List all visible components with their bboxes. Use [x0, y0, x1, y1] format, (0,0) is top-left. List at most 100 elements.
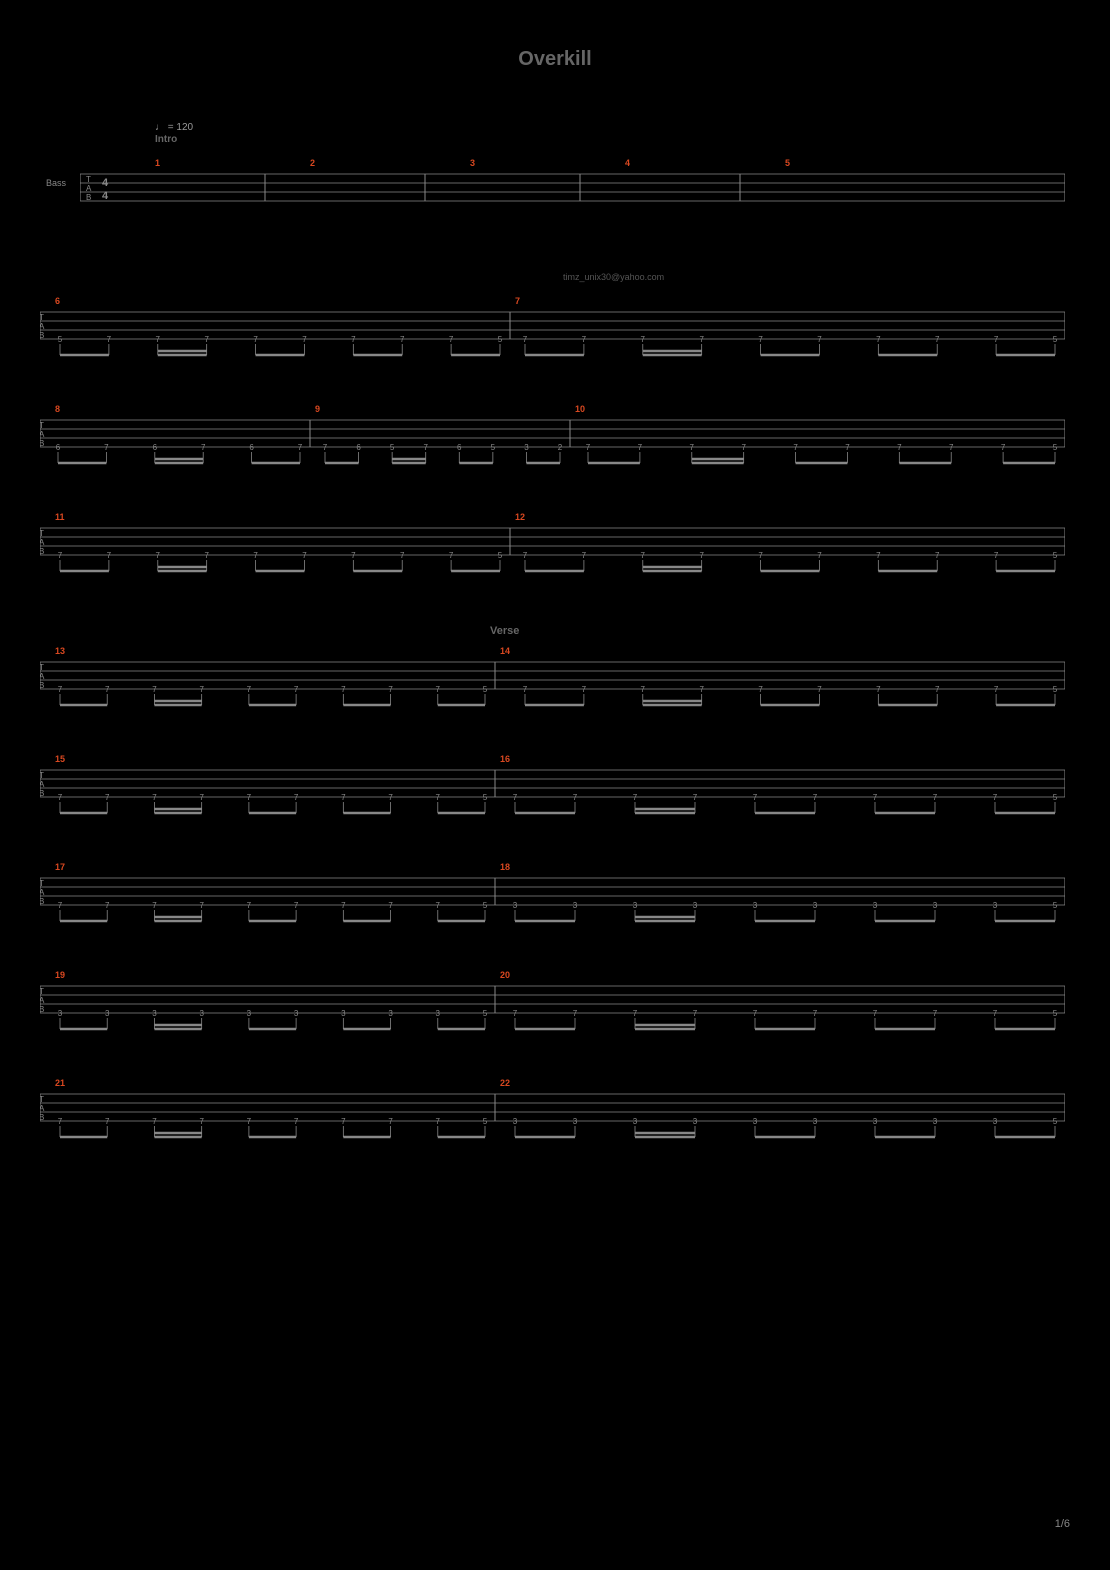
- svg-text:7: 7: [758, 551, 763, 560]
- page-number: 1/6: [1055, 1518, 1070, 1530]
- measure-number: 16: [500, 754, 510, 764]
- svg-text:7: 7: [105, 685, 110, 694]
- svg-text:7: 7: [436, 793, 441, 802]
- svg-text:A: A: [40, 888, 45, 897]
- tab-staff: TAB676767765765327777777775: [40, 418, 1065, 478]
- svg-text:3: 3: [753, 1117, 758, 1126]
- svg-text:3: 3: [341, 1009, 346, 1018]
- measure-number: 5: [785, 158, 790, 168]
- svg-text:T: T: [40, 529, 44, 538]
- svg-text:7: 7: [247, 1117, 252, 1126]
- svg-text:7: 7: [699, 335, 704, 344]
- svg-text:7: 7: [341, 685, 346, 694]
- svg-text:T: T: [40, 771, 44, 780]
- svg-text:3: 3: [693, 901, 698, 910]
- svg-text:6: 6: [356, 443, 361, 452]
- svg-text:5: 5: [1053, 551, 1058, 560]
- svg-text:A: A: [40, 430, 45, 439]
- svg-text:7: 7: [638, 443, 643, 452]
- svg-text:7: 7: [933, 1009, 938, 1018]
- svg-text:3: 3: [993, 901, 998, 910]
- svg-text:7: 7: [753, 793, 758, 802]
- svg-text:7: 7: [641, 335, 646, 344]
- svg-text:5: 5: [1053, 901, 1058, 910]
- svg-text:3: 3: [693, 1117, 698, 1126]
- svg-text:7: 7: [876, 551, 881, 560]
- svg-text:3: 3: [513, 1117, 518, 1126]
- svg-text:7: 7: [1001, 443, 1006, 452]
- svg-text:7: 7: [523, 335, 528, 344]
- staff-system: 1516TAB77777777757777777775: [40, 768, 1065, 828]
- svg-text:B: B: [40, 439, 44, 448]
- svg-text:3: 3: [513, 901, 518, 910]
- svg-text:7: 7: [152, 793, 157, 802]
- svg-text:3: 3: [933, 901, 938, 910]
- svg-text:7: 7: [994, 335, 999, 344]
- svg-text:7: 7: [400, 551, 405, 560]
- svg-text:7: 7: [582, 551, 587, 560]
- staff-system: 1920TAB33333333357777777775: [40, 984, 1065, 1044]
- svg-text:7: 7: [741, 443, 746, 452]
- svg-text:5: 5: [491, 443, 496, 452]
- svg-text:3: 3: [813, 901, 818, 910]
- measure-number: 9: [315, 404, 320, 414]
- svg-text:7: 7: [935, 551, 940, 560]
- svg-text:7: 7: [156, 335, 161, 344]
- svg-text:B: B: [40, 789, 44, 798]
- svg-text:7: 7: [388, 1117, 393, 1126]
- svg-text:7: 7: [152, 1117, 157, 1126]
- svg-text:5: 5: [1053, 1117, 1058, 1126]
- svg-text:3: 3: [199, 1009, 204, 1018]
- svg-text:7: 7: [152, 901, 157, 910]
- measure-number: 20: [500, 970, 510, 980]
- svg-text:5: 5: [1053, 443, 1058, 452]
- svg-text:7: 7: [351, 335, 356, 344]
- svg-text:5: 5: [1053, 685, 1058, 694]
- tempo-marking: ♩ = 120: [155, 122, 193, 133]
- measure-number: 14: [500, 646, 510, 656]
- svg-text:7: 7: [793, 443, 798, 452]
- tab-staff: TAB77777777753333333335: [40, 876, 1065, 936]
- svg-text:3: 3: [753, 901, 758, 910]
- svg-text:7: 7: [817, 685, 822, 694]
- svg-text:5: 5: [498, 335, 503, 344]
- svg-text:7: 7: [935, 685, 940, 694]
- svg-text:B: B: [40, 547, 44, 556]
- measure-number: 12: [515, 512, 525, 522]
- svg-text:7: 7: [436, 685, 441, 694]
- svg-text:7: 7: [753, 1009, 758, 1018]
- svg-text:3: 3: [633, 1117, 638, 1126]
- svg-text:7: 7: [449, 335, 454, 344]
- measure-number: 10: [575, 404, 585, 414]
- svg-text:7: 7: [436, 901, 441, 910]
- measure-number: 15: [55, 754, 65, 764]
- svg-text:5: 5: [498, 551, 503, 560]
- measure-number: 22: [500, 1078, 510, 1088]
- svg-text:7: 7: [949, 443, 954, 452]
- svg-text:7: 7: [523, 551, 528, 560]
- svg-text:7: 7: [294, 1117, 299, 1126]
- svg-text:3: 3: [152, 1009, 157, 1018]
- svg-text:7: 7: [351, 551, 356, 560]
- svg-text:7: 7: [813, 793, 818, 802]
- svg-text:7: 7: [436, 1117, 441, 1126]
- svg-text:7: 7: [817, 551, 822, 560]
- svg-text:7: 7: [247, 901, 252, 910]
- svg-text:7: 7: [993, 793, 998, 802]
- measure-number: 7: [515, 296, 520, 306]
- svg-text:3: 3: [388, 1009, 393, 1018]
- svg-text:7: 7: [105, 1117, 110, 1126]
- staff-system: 1718TAB77777777753333333335: [40, 876, 1065, 936]
- svg-text:A: A: [40, 322, 45, 331]
- measure-number: 19: [55, 970, 65, 980]
- svg-text:B: B: [86, 193, 91, 202]
- svg-text:7: 7: [388, 793, 393, 802]
- svg-text:7: 7: [758, 335, 763, 344]
- svg-text:7: 7: [641, 685, 646, 694]
- measure-number: 13: [55, 646, 65, 656]
- svg-text:7: 7: [199, 793, 204, 802]
- svg-text:3: 3: [573, 901, 578, 910]
- svg-text:7: 7: [58, 793, 63, 802]
- measure-number: 17: [55, 862, 65, 872]
- svg-text:7: 7: [933, 793, 938, 802]
